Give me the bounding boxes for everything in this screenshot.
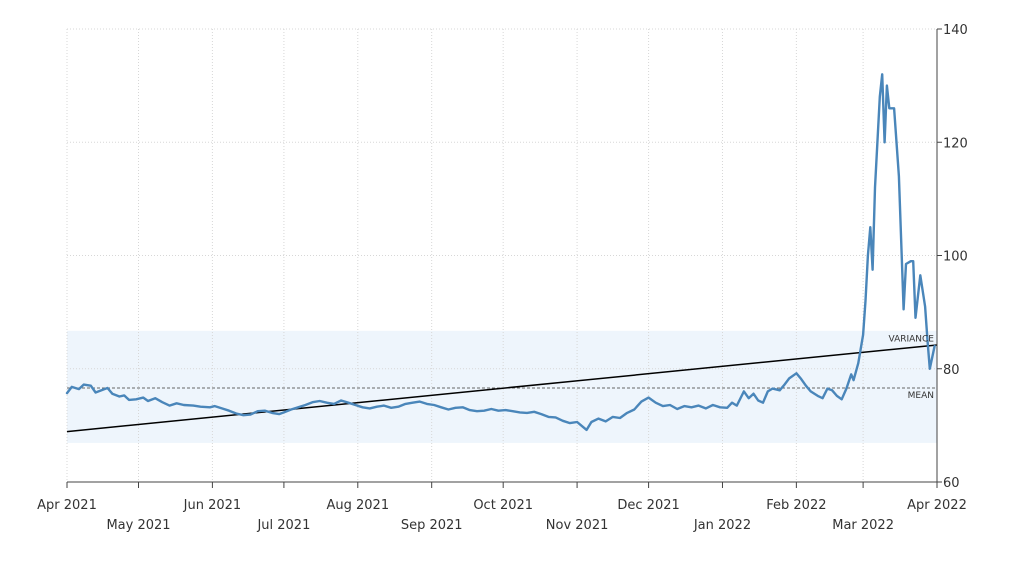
x-tick-label: Apr 2021 [37, 498, 97, 513]
y-tick-label: 100 [943, 250, 968, 265]
x-tick-label: Nov 2021 [546, 518, 609, 533]
x-tick-label: Apr 2022 [907, 498, 967, 513]
y-tick-label: 140 [943, 23, 968, 38]
x-tick-label: Dec 2021 [617, 498, 679, 513]
x-tick-label: Jul 2021 [256, 518, 310, 533]
trend-line [66, 344, 938, 433]
variance-label: VARIANCE [888, 335, 934, 345]
x-tick-label: Jan 2022 [693, 518, 751, 533]
series-line [65, 73, 936, 432]
x-tick-label: Mar 2022 [832, 518, 894, 533]
label-layer: Apr 2021 May 2021 Jun 2021 Jul 2021 Aug 2021… [37, 23, 968, 533]
x-tick-label: May 2021 [106, 518, 170, 533]
mean-label: MEAN [908, 391, 934, 401]
x-tick-label: Feb 2022 [766, 498, 826, 513]
trend-layer [66, 344, 938, 433]
series-layer [65, 73, 936, 432]
x-tick-label: Sep 2021 [401, 518, 463, 533]
y-tick-label: 120 [943, 136, 968, 151]
x-tick-label: Jun 2021 [183, 498, 242, 513]
x-tick-label: Oct 2021 [473, 498, 533, 513]
x-tick-label: Aug 2021 [326, 498, 389, 513]
grid-layer [66, 28, 938, 483]
y-tick-label: 80 [943, 363, 960, 378]
y-tick-label: 60 [943, 476, 960, 491]
axis-layer [66, 28, 942, 488]
